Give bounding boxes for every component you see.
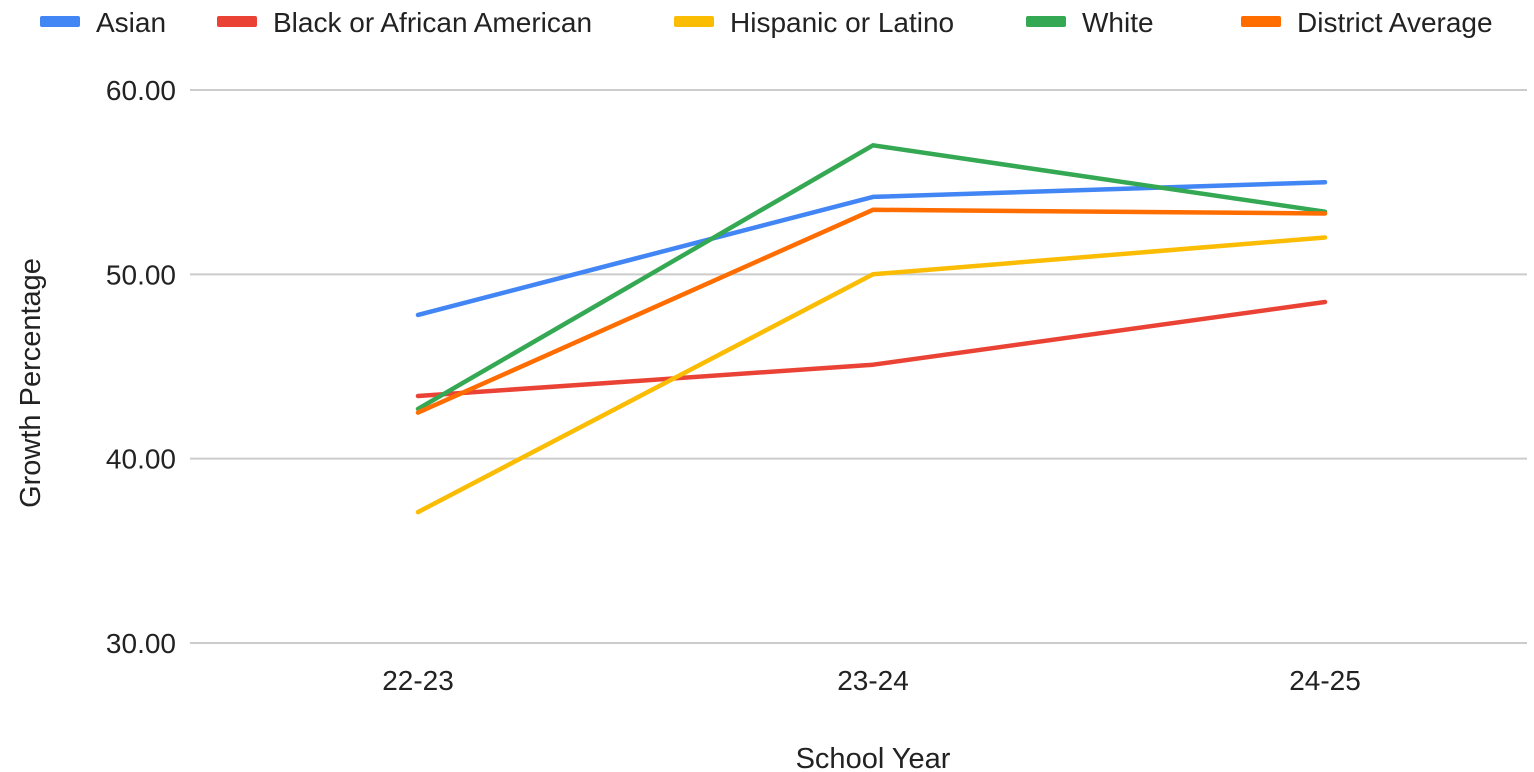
legend: Asian Black or African American Hispanic o… bbox=[40, 7, 1493, 38]
legend-label: Black or African American bbox=[273, 7, 592, 38]
legend-swatch bbox=[40, 16, 80, 27]
x-axis-ticks: 22-23 23-24 24-25 bbox=[382, 665, 1361, 696]
series-line-black-or-african-american bbox=[415, 299, 1328, 399]
x-tick-label: 23-24 bbox=[837, 665, 909, 696]
series-line-white bbox=[415, 143, 1328, 412]
legend-swatch bbox=[674, 16, 714, 27]
legend-label: White bbox=[1082, 7, 1154, 38]
legend-swatch bbox=[217, 16, 257, 27]
y-axis-ticks: 30.00 40.00 50.00 60.00 bbox=[106, 75, 176, 659]
legend-swatch bbox=[1241, 16, 1281, 27]
y-tick-label: 60.00 bbox=[106, 75, 176, 106]
series-lines bbox=[415, 143, 1328, 515]
x-axis-title: School Year bbox=[796, 743, 951, 772]
x-tick-label: 22-23 bbox=[382, 665, 454, 696]
series-line-asian bbox=[415, 179, 1328, 318]
legend-swatch bbox=[1026, 16, 1066, 27]
legend-label: District Average bbox=[1297, 7, 1493, 38]
gridlines bbox=[190, 89, 1527, 644]
legend-label: Asian bbox=[96, 7, 166, 38]
y-axis-title: Growth Percentage bbox=[15, 258, 47, 508]
y-tick-label: 30.00 bbox=[106, 628, 176, 659]
y-tick-label: 40.00 bbox=[106, 444, 176, 475]
y-tick-label: 50.00 bbox=[106, 259, 176, 290]
legend-label: Hispanic or Latino bbox=[730, 7, 954, 38]
series-line-district-average bbox=[415, 207, 1328, 415]
x-tick-label: 24-25 bbox=[1289, 665, 1361, 696]
series-line-hispanic-or-latino bbox=[415, 235, 1328, 515]
